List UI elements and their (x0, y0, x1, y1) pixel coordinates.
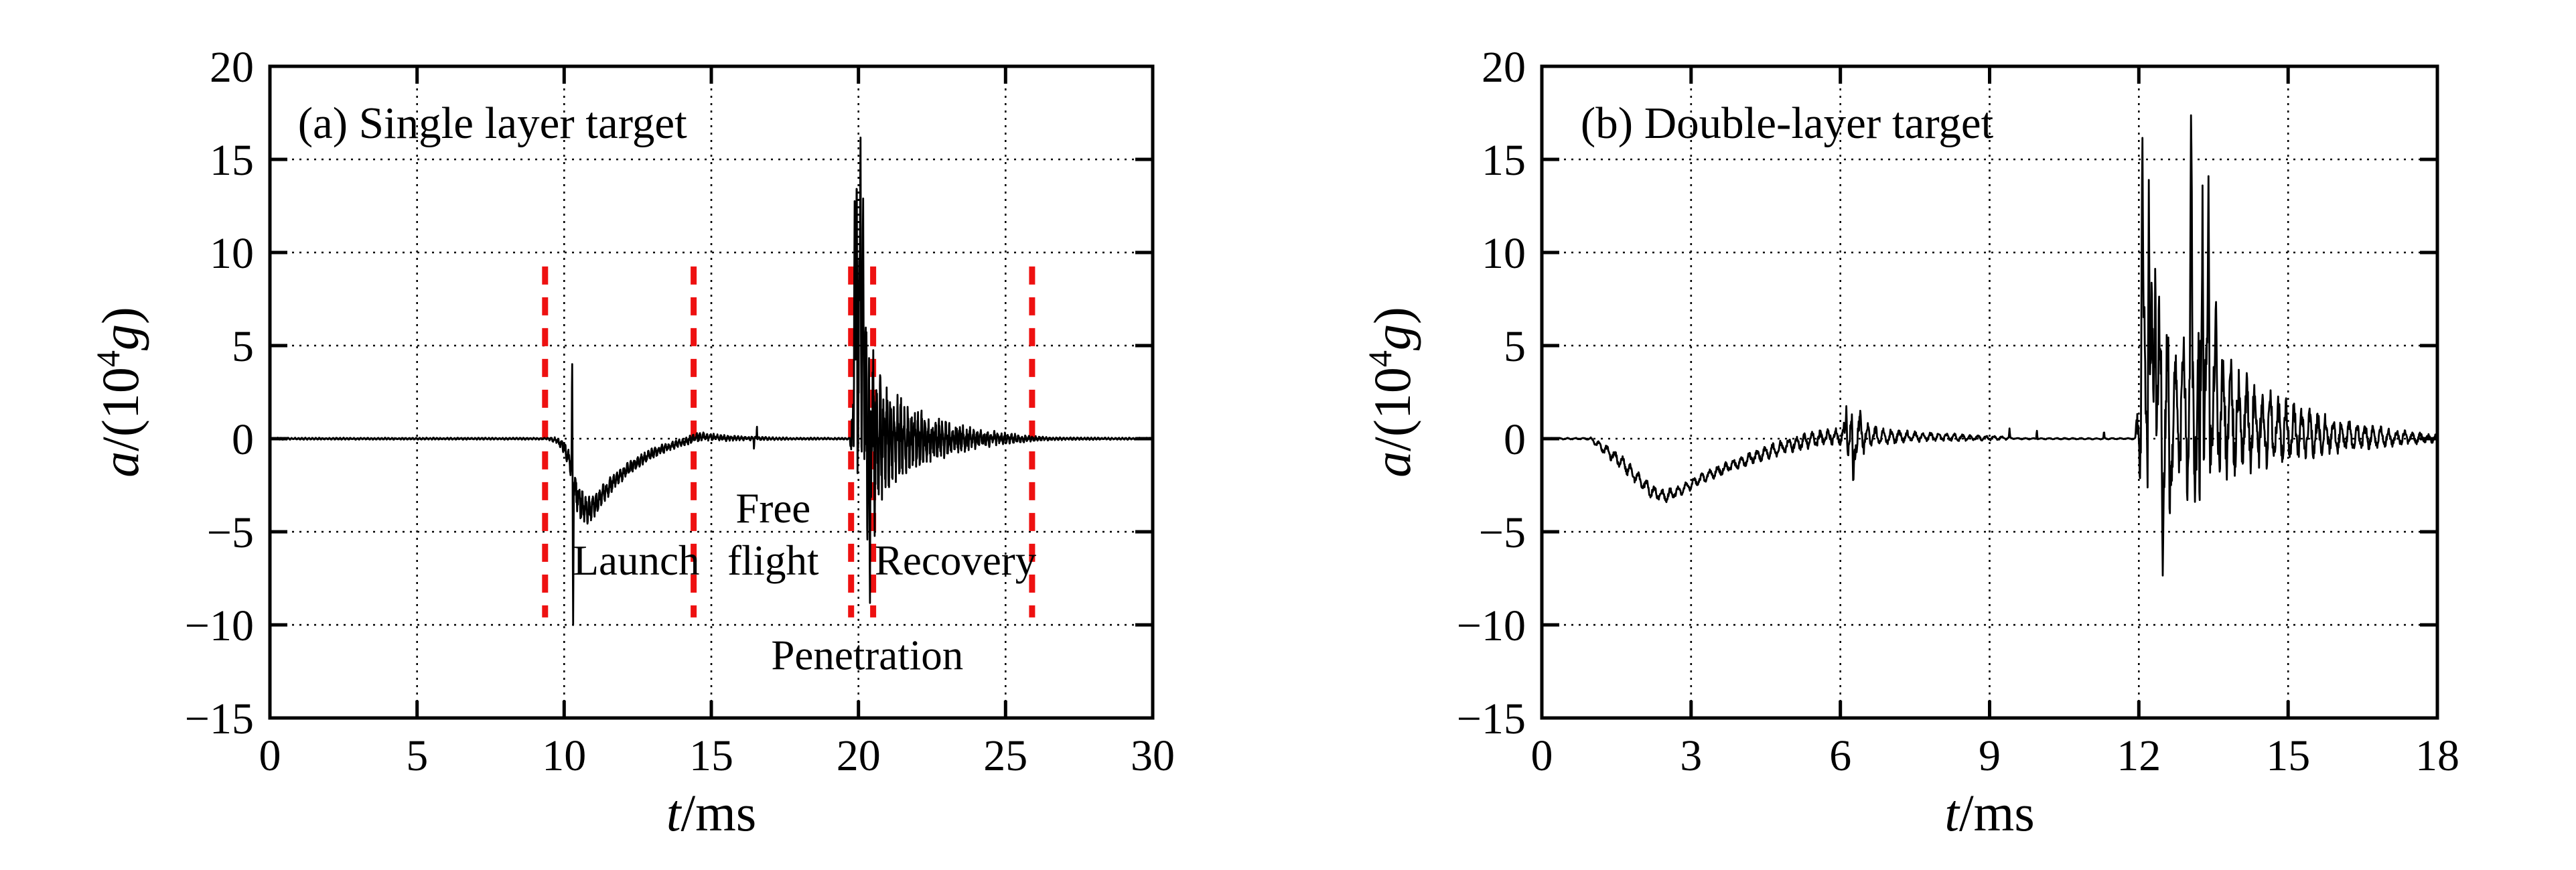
y-tick-label: 10 (1482, 229, 1526, 278)
axis-ticks (268, 64, 1155, 720)
x-tick-label: 15 (2266, 731, 2310, 780)
x-tick-label: 15 (689, 731, 733, 780)
x-tick-label: 18 (2415, 731, 2459, 780)
tick-labels: 0 3 6 9 12 15 18 −15 −10 −5 0 5 10 15 20 (1457, 43, 2459, 780)
y-tick-label: 0 (232, 415, 254, 464)
x-tick-label: 6 (1829, 731, 1851, 780)
y-axis-label: a/(104g) (1361, 307, 1421, 478)
signal-trace (1542, 114, 2437, 577)
x-tick-label: 9 (1979, 731, 2001, 780)
x-tick-label: 25 (983, 731, 1027, 780)
y-tick-label: −15 (185, 695, 254, 743)
x-axis-label: t/ms (666, 784, 756, 842)
phase-label: Launch (573, 537, 700, 584)
phase-label: Penetration (771, 632, 963, 679)
x-axis-label: t/ms (1944, 784, 2034, 842)
tick-labels: 0 5 10 15 20 25 30 −15 −10 −5 0 5 10 15 20 (185, 43, 1175, 780)
y-axis-label: a/(104g) (89, 307, 149, 478)
y-tick-label: −15 (1457, 695, 1526, 743)
y-tick-label: 20 (210, 43, 254, 92)
y-tick-label: 15 (210, 136, 254, 185)
y-tick-label: −10 (185, 601, 254, 650)
y-tick-label: 0 (1504, 415, 1526, 464)
x-tick-label: 30 (1131, 731, 1175, 780)
y-tick-label: −10 (1457, 601, 1526, 650)
x-tick-label: 0 (1531, 731, 1553, 780)
chart-b: 0 3 6 9 12 15 18 −15 −10 −5 0 5 10 15 20 (b) Double-lay… (1361, 43, 2459, 842)
y-tick-label: 20 (1482, 43, 1526, 92)
x-tick-label: 0 (259, 731, 281, 780)
phase-label: Recovery (875, 537, 1037, 584)
x-tick-label: 5 (406, 731, 428, 780)
grid-lines (1542, 66, 2437, 718)
y-tick-label: 5 (232, 322, 254, 371)
subplot-title: (b) Double-layer target (1581, 98, 1994, 148)
x-tick-label: 10 (542, 731, 586, 780)
axis-ticks (1540, 64, 2439, 720)
subplot-title: (a) Single layer target (298, 98, 687, 148)
phase-boundary-lines (542, 266, 1035, 618)
y-tick-label: 15 (1482, 136, 1526, 185)
phase-label: Free flight (727, 485, 819, 584)
x-tick-label: 20 (837, 731, 881, 780)
y-tick-label: 5 (1504, 322, 1526, 371)
chart-a: 0 5 10 15 20 25 30 −15 −10 −5 0 5 10 15 20 (a) Single l… (89, 43, 1175, 842)
y-tick-label: −5 (1479, 508, 1526, 557)
x-tick-label: 3 (1680, 731, 1702, 780)
x-tick-label: 12 (2117, 731, 2161, 780)
signal-trace (270, 137, 1153, 626)
y-tick-label: 10 (210, 229, 254, 278)
y-tick-label: −5 (207, 508, 254, 557)
grid-lines (270, 66, 1153, 718)
